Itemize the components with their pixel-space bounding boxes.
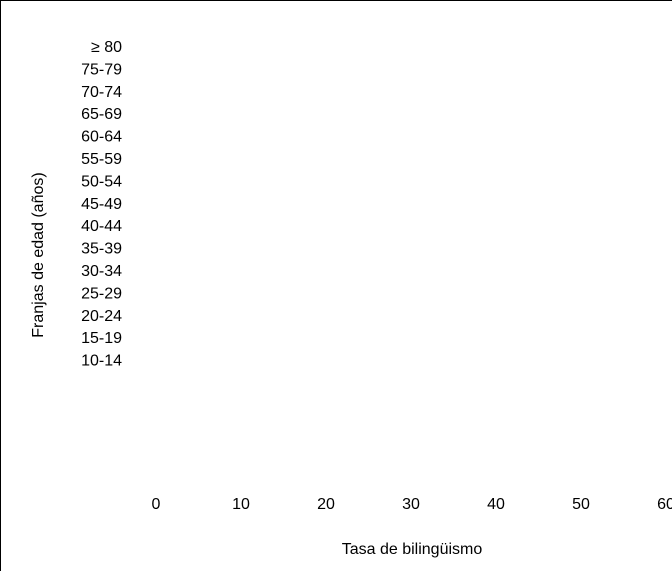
y-tick-label: 70-74 — [81, 84, 122, 101]
y-tick-label: 55-59 — [81, 151, 122, 168]
x-axis-ticks: 0 10 20 30 40 50 60 — [152, 496, 672, 513]
y-tick-label: 45-49 — [81, 196, 122, 213]
y-tick-label: 20-24 — [81, 308, 122, 325]
y-tick-label: 75-79 — [81, 61, 122, 78]
x-tick-label: 50 — [572, 496, 590, 513]
y-tick-label: ≥ 80 — [91, 39, 122, 56]
y-tick-label: 10-14 — [81, 353, 122, 370]
y-tick-label: 40-44 — [81, 218, 122, 235]
y-axis-label: Franjas de edad (años) — [30, 172, 47, 337]
x-tick-label: 30 — [402, 496, 420, 513]
x-tick-label: 10 — [232, 496, 250, 513]
y-tick-label: 65-69 — [81, 106, 122, 123]
x-tick-label: 40 — [487, 496, 505, 513]
x-axis-label: Tasa de bilingüismo — [342, 541, 483, 558]
y-axis-ticks: ≥ 80 75-79 70-74 65-69 60-64 55-59 50-54 45-49 4… — [81, 39, 122, 370]
y-tick-label: 60-64 — [81, 129, 122, 146]
y-tick-label: 25-29 — [81, 285, 122, 302]
x-tick-label: 0 — [152, 496, 161, 513]
x-tick-label: 20 — [317, 496, 335, 513]
y-tick-label: 30-34 — [81, 263, 122, 280]
x-tick-label: 60 — [657, 496, 672, 513]
y-tick-label: 35-39 — [81, 241, 122, 258]
y-tick-label: 15-19 — [81, 330, 122, 347]
y-tick-label: 50-54 — [81, 173, 122, 190]
